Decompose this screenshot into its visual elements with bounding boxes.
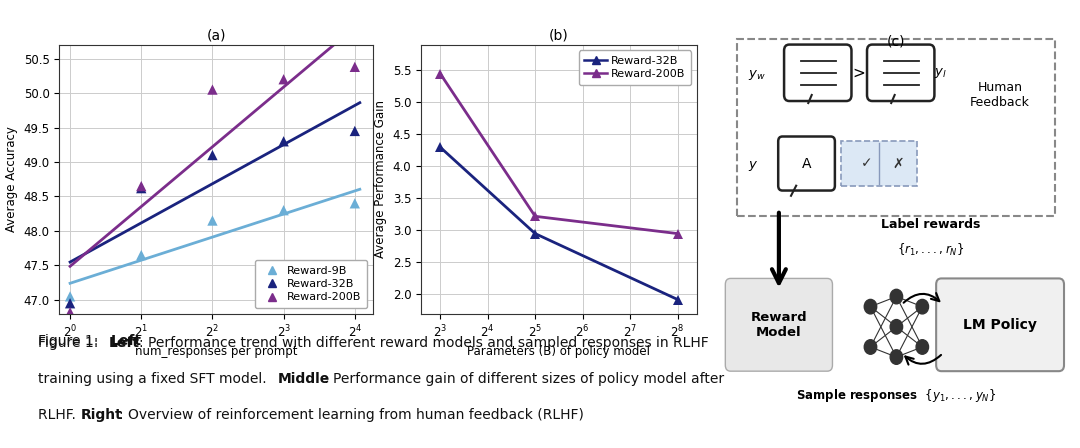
Text: $>$: $>$ (850, 65, 866, 80)
Text: $\{r_1,...,r_N\}$: $\{r_1,...,r_N\}$ (897, 242, 964, 258)
Text: Right: Right (81, 408, 123, 422)
Text: : Performance trend with different reward models and sampled responses in RLHF: : Performance trend with different rewar… (139, 336, 710, 350)
Text: Sample responses  $\{y_1,...,y_N\}$: Sample responses $\{y_1,...,y_N\}$ (796, 387, 997, 404)
Text: Middle: Middle (278, 372, 329, 386)
Text: $y_w$: $y_w$ (747, 68, 766, 82)
Point (204, 86, 221, 93)
Circle shape (916, 340, 929, 354)
Circle shape (916, 299, 929, 314)
FancyBboxPatch shape (779, 137, 835, 190)
Point (275, 207, 293, 214)
Text: Left: Left (109, 336, 140, 350)
Circle shape (864, 340, 877, 354)
Point (204, 151, 221, 159)
Text: Left: Left (111, 334, 143, 348)
Text: RLHF.: RLHF. (38, 408, 80, 422)
FancyBboxPatch shape (784, 45, 851, 101)
FancyBboxPatch shape (841, 141, 917, 185)
FancyBboxPatch shape (936, 278, 1064, 371)
Circle shape (864, 299, 877, 314)
Point (347, 63, 364, 70)
X-axis label: Parameters (B) of policy model: Parameters (B) of policy model (468, 345, 650, 358)
Point (62, 309, 79, 316)
Text: $y_l$: $y_l$ (934, 66, 947, 80)
Text: Figure 1:: Figure 1: (38, 336, 103, 350)
Point (275, 76, 293, 83)
Text: $y$: $y$ (747, 159, 758, 172)
FancyBboxPatch shape (867, 45, 934, 101)
Point (62, 293, 79, 300)
Text: Reward
Model: Reward Model (751, 311, 807, 339)
Text: : Overview of reinforcement learning from human feedback (RLHF): : Overview of reinforcement learning fro… (119, 408, 583, 422)
Point (133, 251, 150, 258)
Text: Human
Feedback: Human Feedback (970, 81, 1030, 109)
X-axis label: num_responses per prompt: num_responses per prompt (135, 345, 297, 358)
Point (275, 138, 293, 145)
Text: A: A (801, 156, 811, 171)
Point (62, 300, 79, 307)
Legend: Reward-9B, Reward-32B, Reward-200B: Reward-9B, Reward-32B, Reward-200B (255, 260, 367, 308)
Text: (c): (c) (887, 34, 906, 48)
Text: Label rewards: Label rewards (881, 217, 981, 231)
Point (347, 127, 364, 134)
Y-axis label: Average Accuracy: Average Accuracy (5, 126, 18, 232)
Point (347, 200, 364, 207)
Circle shape (890, 350, 903, 364)
Text: Figure 1:: Figure 1: (38, 334, 103, 348)
FancyBboxPatch shape (726, 278, 833, 371)
Text: : Performance gain of different sizes of policy model after: : Performance gain of different sizes of… (324, 372, 724, 386)
Text: LM Policy: LM Policy (963, 318, 1037, 332)
Point (204, 217, 221, 224)
Y-axis label: Average Performance Gain: Average Performance Gain (375, 100, 388, 258)
Text: training using a fixed SFT model.: training using a fixed SFT model. (38, 372, 271, 386)
Text: ✗: ✗ (892, 156, 904, 171)
Circle shape (890, 289, 903, 304)
Legend: Reward-32B, Reward-200B: Reward-32B, Reward-200B (579, 50, 691, 85)
Point (133, 182, 150, 190)
Title: (a): (a) (206, 28, 226, 42)
Circle shape (890, 319, 903, 334)
Point (133, 185, 150, 192)
Title: (b): (b) (549, 28, 569, 42)
Text: ✓: ✓ (861, 156, 873, 171)
